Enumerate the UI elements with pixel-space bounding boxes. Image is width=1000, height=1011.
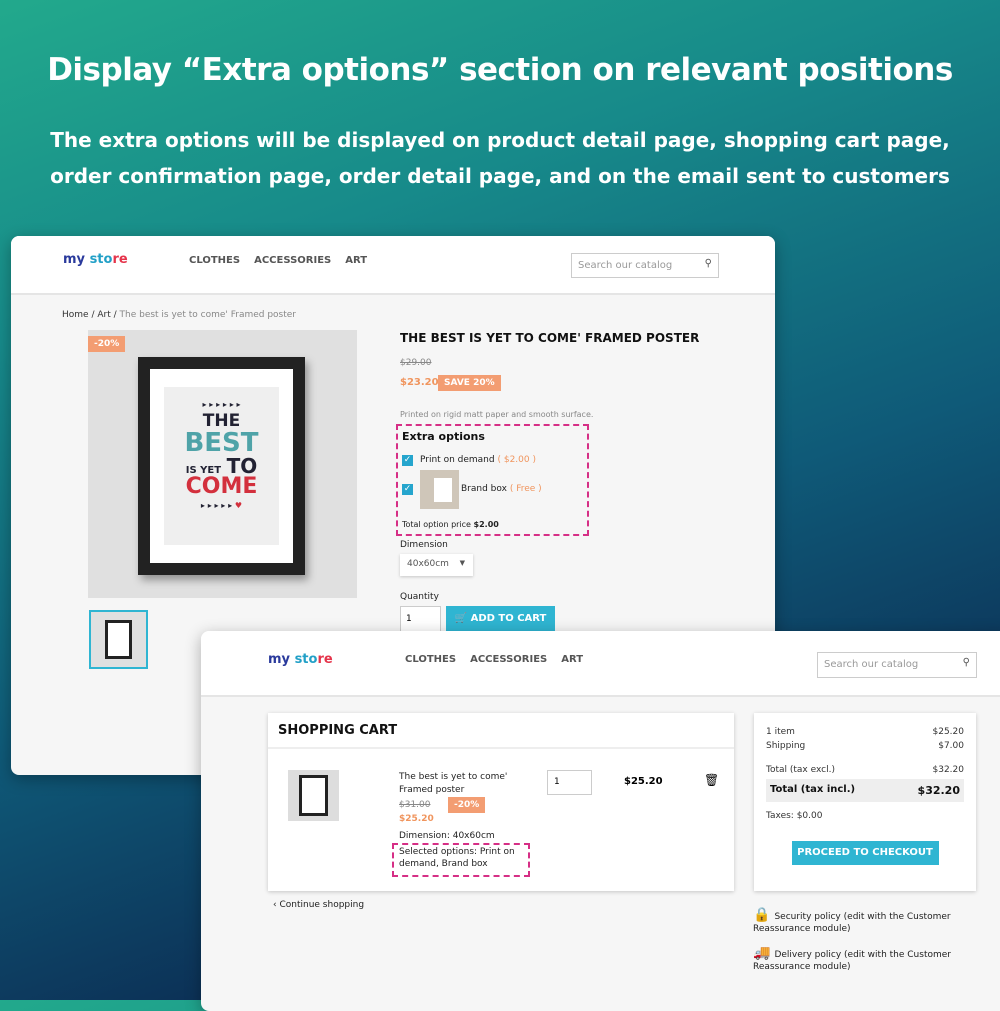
breadcrumb-home[interactable]: Home (62, 310, 89, 320)
hero-title: Display “Extra options” section on relev… (47, 52, 953, 88)
poster-frame: ▸ ▸ ▸ ▸ ▸ ▸ THE BEST IS YET TO COME ▸ ▸ … (138, 357, 305, 575)
discount-flag: -20% (88, 336, 126, 352)
total-option-price: Total option price $2.00 (402, 520, 499, 529)
description: Printed on rigid matt paper and smooth s… (400, 410, 594, 419)
caret-down-icon: ▼ (459, 559, 465, 567)
breadcrumb-art[interactable]: Art (97, 310, 111, 320)
hero-subtitle: The extra options will be displayed on p… (50, 128, 950, 188)
header: my store CLOTHES ACCESSORIES ART Search ou… (11, 236, 775, 295)
search-icon[interactable]: ⚲ (962, 657, 970, 668)
old-price: $29.00 (400, 358, 432, 368)
extra-options-section: Extra options ✓ Print on demand ( $2.00 … (396, 424, 589, 536)
search-input[interactable]: Search our catalog ⚲ (571, 253, 719, 278)
cart-title: SHOPPING CART (268, 713, 734, 749)
cart-old-price: $31.00 (399, 800, 431, 810)
brand-box-image (420, 470, 459, 509)
lock-icon: 🔒 (753, 907, 771, 923)
save-badge: SAVE 20% (438, 375, 501, 391)
price: $23.20 (400, 377, 439, 388)
breadcrumb: Home / Art / The best is yet to come' Fr… (62, 310, 297, 320)
product-page-window: my store CLOTHES ACCESSORIES ART Search ou… (11, 236, 775, 775)
cart-panel: SHOPPING CART The best is yet to come' Fr… (268, 713, 734, 891)
nav-clothes[interactable]: CLOTHES (405, 654, 457, 665)
brand-box-checkbox[interactable]: ✓ (402, 484, 413, 495)
main-nav: CLOTHES ACCESSORIES ART (189, 255, 367, 266)
print-on-demand-checkbox[interactable]: ✓ (402, 455, 413, 466)
cart-item-image[interactable] (288, 770, 339, 821)
cart-item-name[interactable]: The best is yet to come' Framed poster (399, 772, 508, 795)
header: my store CLOTHES ACCESSORIES ART Search ou… (201, 631, 1000, 697)
option-print-on-demand: Print on demand ( $2.00 ) (420, 455, 536, 465)
continue-shopping-link[interactable]: ‹ Continue shopping (273, 900, 365, 910)
main-nav: CLOTHES ACCESSORIES ART (405, 654, 583, 665)
dimension-select[interactable]: 40x60cm ▼ (400, 554, 473, 576)
cart-dimension: Dimension: 40x60cm (399, 831, 495, 841)
add-to-cart-button[interactable]: 🛒 ADD TO CART (446, 606, 555, 632)
selected-options: Selected options: Print on demand, Brand… (392, 843, 530, 877)
cart-discount: -20% (448, 797, 486, 813)
nav-clothes[interactable]: CLOTHES (189, 255, 241, 266)
dimension-label: Dimension (400, 540, 448, 550)
cart-price: $25.20 (399, 814, 434, 824)
cart-page-window: my store CLOTHES ACCESSORIES ART Search ou… (201, 631, 1000, 1011)
truck-icon: 🚚 (753, 945, 771, 961)
proceed-to-checkout-button[interactable]: PROCEED TO CHECKOUT (791, 841, 939, 865)
nav-accessories[interactable]: ACCESSORIES (470, 654, 548, 665)
product-title: THE BEST IS YET TO COME' FRAMED POSTER (400, 331, 700, 345)
cart-summary: 1 item $25.20 Shipping $7.00 Total (tax ex… (754, 713, 976, 891)
reassurance: 🔒 Security policy (edit with the Customer… (753, 907, 951, 972)
cart-quantity-stepper[interactable]: 1 (547, 770, 592, 795)
product-image[interactable]: -20% ▸ ▸ ▸ ▸ ▸ ▸ THE BEST IS YET TO COME… (88, 330, 357, 598)
nav-art[interactable]: ART (345, 255, 368, 266)
nav-art[interactable]: ART (561, 654, 584, 665)
search-icon[interactable]: ⚲ (704, 258, 712, 269)
extra-options-heading: Extra options (402, 430, 485, 443)
quantity-label: Quantity (400, 592, 439, 602)
thumbnail[interactable] (89, 610, 148, 669)
nav-accessories[interactable]: ACCESSORIES (254, 255, 332, 266)
cart-icon: 🛒 (454, 613, 468, 624)
trash-icon[interactable]: 🗑 (704, 773, 720, 787)
store-logo[interactable]: my store (268, 652, 333, 667)
cart-item-total: $25.20 (624, 776, 663, 787)
search-input[interactable]: Search our catalog ⚲ (817, 652, 977, 678)
option-brand-box: Brand box ( Free ) (461, 484, 542, 494)
store-logo[interactable]: my store (63, 252, 128, 267)
quantity-stepper[interactable]: 1 (400, 606, 441, 632)
